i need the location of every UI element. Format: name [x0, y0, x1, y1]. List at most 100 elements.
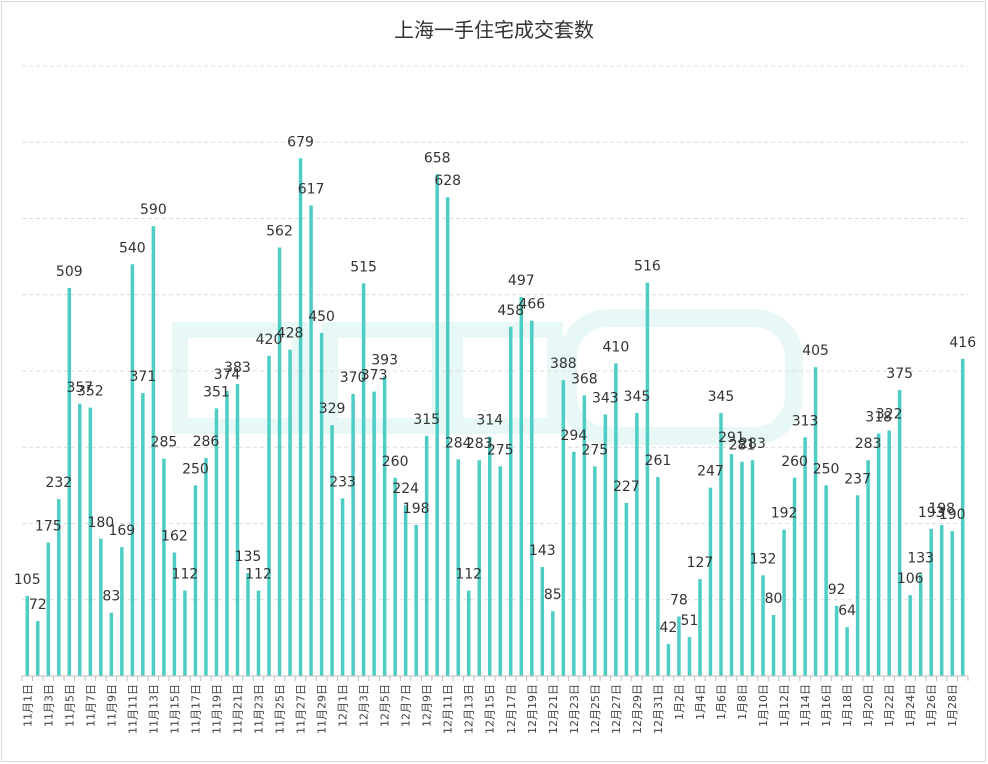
value-label: 351	[203, 384, 230, 400]
value-label: 540	[119, 240, 146, 256]
x-tick-label: 11月25日	[274, 684, 287, 734]
bar-11月26日	[288, 349, 292, 676]
value-label: 313	[792, 413, 819, 429]
x-tick-label: 1月28日	[946, 684, 959, 727]
value-label: 64	[838, 603, 856, 619]
x-tick-label: 12月11日	[442, 684, 455, 734]
bar-11月9日	[109, 612, 114, 676]
x-tick-label: 12月19日	[526, 684, 539, 734]
value-label: 314	[476, 413, 503, 429]
x-tick-label: 12月29日	[631, 684, 644, 734]
x-tick-label: 11月9日	[105, 684, 118, 727]
bar-1月28日	[950, 531, 954, 676]
bar-11月18日	[204, 457, 208, 676]
value-label: 51	[681, 613, 699, 629]
bar-12月17日	[509, 326, 513, 676]
bar-12月13日	[466, 590, 471, 676]
bar-11月20日	[225, 390, 229, 676]
value-label: 106	[897, 571, 924, 587]
value-label: 112	[245, 567, 272, 583]
value-label: 516	[634, 259, 661, 275]
bar-12月30日	[645, 282, 650, 676]
value-label: 371	[130, 369, 157, 385]
x-tick-label: 1月6日	[715, 684, 728, 720]
bar-1月9日	[750, 460, 755, 676]
value-label: 198	[403, 501, 430, 517]
value-label: 374	[214, 367, 241, 383]
bar-12月8日	[414, 525, 418, 676]
bar-12月23日	[572, 451, 576, 676]
bar-1月21日	[876, 433, 881, 676]
x-tick-label: 11月17日	[189, 684, 202, 734]
x-tick-label: 12月23日	[568, 684, 581, 734]
x-tick-label: 11月29日	[316, 684, 329, 734]
value-label: 590	[140, 202, 167, 218]
bar-11月10日	[120, 547, 124, 676]
bar-12月4日	[372, 391, 376, 676]
bar-12月7日	[403, 505, 408, 676]
value-label: 393	[371, 352, 398, 368]
x-tick-label: 12月27日	[610, 684, 623, 734]
value-label: 92	[828, 582, 846, 598]
value-label: 132	[750, 551, 777, 567]
x-tick-label: 12月1日	[337, 684, 350, 727]
bar-12月26日	[603, 414, 608, 676]
value-label: 679	[287, 134, 314, 150]
bar-1月27日	[939, 525, 944, 676]
value-label: 260	[382, 454, 409, 470]
value-label: 416	[949, 335, 976, 351]
value-label: 105	[14, 572, 41, 588]
bar-11月14日	[162, 458, 166, 676]
bar-12月31日	[656, 476, 660, 676]
value-label: 509	[56, 264, 83, 280]
bar-12月22日	[561, 380, 566, 676]
x-tick-label: 1月18日	[841, 684, 854, 727]
value-label: 410	[603, 339, 630, 355]
value-label: 285	[151, 435, 178, 451]
x-tick-label: 11月3日	[42, 684, 55, 727]
x-tick-label: 11月27日	[295, 684, 308, 734]
value-label: 281	[729, 438, 756, 454]
bar-11月30日	[330, 425, 334, 676]
bar-12月1日	[340, 498, 345, 676]
bar-12月5日	[382, 376, 387, 676]
bar-1月25日	[918, 574, 923, 676]
x-tick-label: 11月23日	[253, 684, 266, 734]
value-label: 345	[624, 389, 651, 405]
value-label: 275	[581, 442, 608, 458]
value-label: 515	[350, 259, 377, 275]
x-tick-label: 12月21日	[547, 684, 560, 734]
bar-12月24日	[582, 395, 587, 676]
value-label: 133	[907, 551, 934, 567]
value-label: 78	[670, 593, 688, 609]
value-label: 180	[87, 515, 114, 531]
bar-11月11日	[130, 264, 135, 676]
value-label: 193	[918, 505, 945, 521]
bar-12月18日	[519, 297, 524, 676]
value-label: 291	[718, 430, 745, 446]
value-label: 373	[361, 368, 388, 384]
value-label: 85	[544, 587, 562, 603]
bar-11月16日	[183, 590, 187, 676]
bar-11月25日	[277, 247, 282, 676]
bar-11月24日	[267, 355, 271, 676]
x-tick-label: 11月5日	[63, 684, 76, 727]
value-label: 315	[413, 412, 440, 428]
value-label: 383	[224, 360, 251, 376]
bar-1月16日	[824, 485, 828, 676]
bar-11月27日	[298, 158, 303, 676]
bar-11月21日	[235, 383, 240, 676]
bar-12月15日	[487, 436, 492, 676]
bar-12月28日	[624, 502, 629, 676]
bar-12月3日	[361, 283, 366, 676]
value-label: 405	[802, 343, 829, 359]
bar-11月8日	[99, 538, 103, 676]
bar-1月20日	[866, 460, 870, 676]
x-tick-label: 11月1日	[21, 684, 34, 727]
value-label: 322	[876, 406, 903, 422]
bar-1月15日	[813, 367, 818, 676]
value-label: 83	[102, 589, 120, 605]
value-label: 169	[108, 523, 135, 539]
value-label: 198	[928, 501, 955, 517]
